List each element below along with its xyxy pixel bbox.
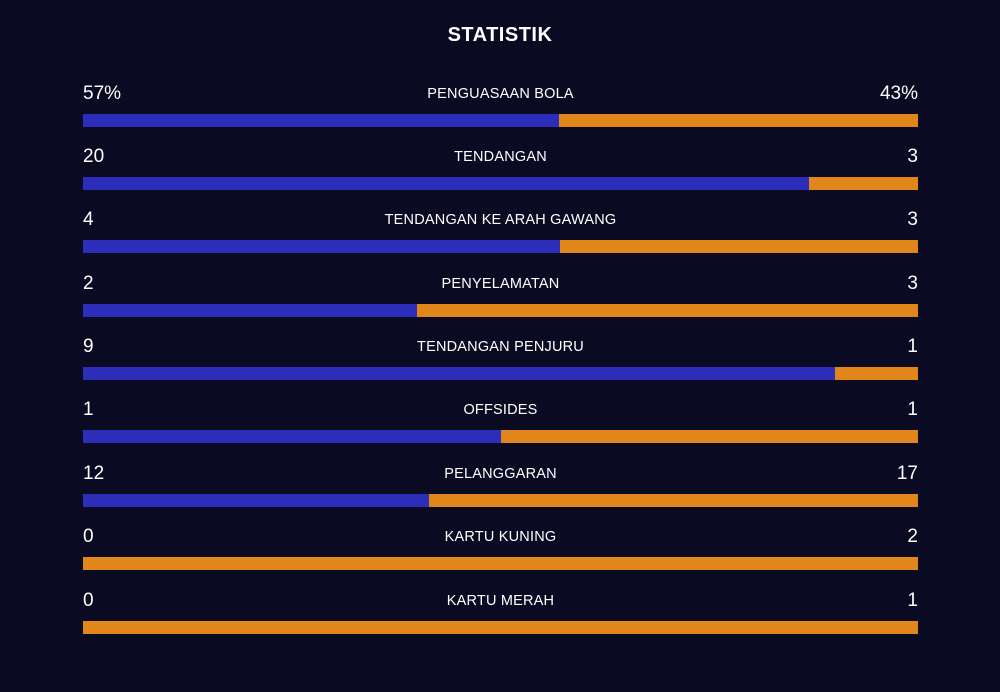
stat-row-shots-on-target: 4 TENDANGAN KE ARAH GAWANG 3	[83, 208, 918, 264]
stat-row-possession: 57% PENGUASAAN BOLA 43%	[83, 82, 918, 138]
home-value: 0	[83, 590, 94, 611]
stat-row-corners: 9 TENDANGAN PENJURU 1	[83, 335, 918, 391]
stat-row-shots: 20 TENDANGAN 3	[83, 145, 918, 201]
home-bar-fill	[83, 114, 559, 127]
stat-row-yellow-cards: 0 KARTU KUNING 2	[83, 525, 918, 581]
home-value: 2	[83, 273, 94, 294]
home-value: 12	[83, 463, 105, 484]
away-value: 43%	[879, 83, 918, 104]
stat-row-offsides: 1 OFFSIDES 1	[83, 398, 918, 454]
home-bar-fill	[83, 304, 417, 317]
away-value: 1	[907, 590, 918, 611]
stat-row-fouls: 12 PELANGGARAN 17	[83, 462, 918, 518]
home-bar-fill	[83, 494, 429, 507]
away-value: 3	[907, 146, 918, 167]
away-value: 17	[896, 463, 918, 484]
stat-label: PENGUASAAN BOLA	[427, 86, 574, 102]
home-value: 57%	[83, 83, 122, 104]
home-value: 4	[83, 209, 94, 230]
home-bar-fill	[83, 177, 810, 190]
stat-label: KARTU KUNING	[444, 529, 557, 545]
home-value: 9	[83, 336, 94, 357]
away-value: 2	[907, 526, 918, 547]
comparison-bar	[83, 494, 918, 507]
home-bar-fill	[83, 240, 560, 253]
home-bar-fill	[83, 430, 501, 443]
stat-row-red-cards: 0 KARTU MERAH 1	[83, 589, 918, 645]
stat-label: OFFSIDES	[463, 402, 538, 418]
away-value: 3	[907, 209, 918, 230]
comparison-bar	[83, 557, 918, 570]
stat-label: PELANGGARAN	[444, 466, 557, 482]
stat-label: TENDANGAN KE ARAH GAWANG	[384, 212, 617, 228]
stat-label: KARTU MERAH	[446, 593, 555, 609]
comparison-bar	[83, 177, 918, 190]
stat-label: TENDANGAN PENJURU	[417, 339, 584, 355]
comparison-bar	[83, 430, 918, 443]
home-value: 0	[83, 526, 94, 547]
comparison-bar	[83, 114, 918, 127]
home-bar-fill	[83, 367, 835, 380]
comparison-bar	[83, 621, 918, 634]
home-value: 1	[83, 399, 94, 420]
away-value: 3	[907, 273, 918, 294]
away-value: 1	[907, 336, 918, 357]
away-value: 1	[907, 399, 918, 420]
comparison-bar	[83, 240, 918, 253]
stat-label: PENYELAMATAN	[441, 276, 560, 292]
stat-row-saves: 2 PENYELAMATAN 3	[83, 272, 918, 328]
panel-title: STATISTIK	[447, 24, 553, 46]
home-value: 20	[83, 146, 105, 167]
comparison-bar	[83, 304, 918, 317]
stat-label: TENDANGAN	[454, 149, 547, 165]
comparison-bar	[83, 367, 918, 380]
